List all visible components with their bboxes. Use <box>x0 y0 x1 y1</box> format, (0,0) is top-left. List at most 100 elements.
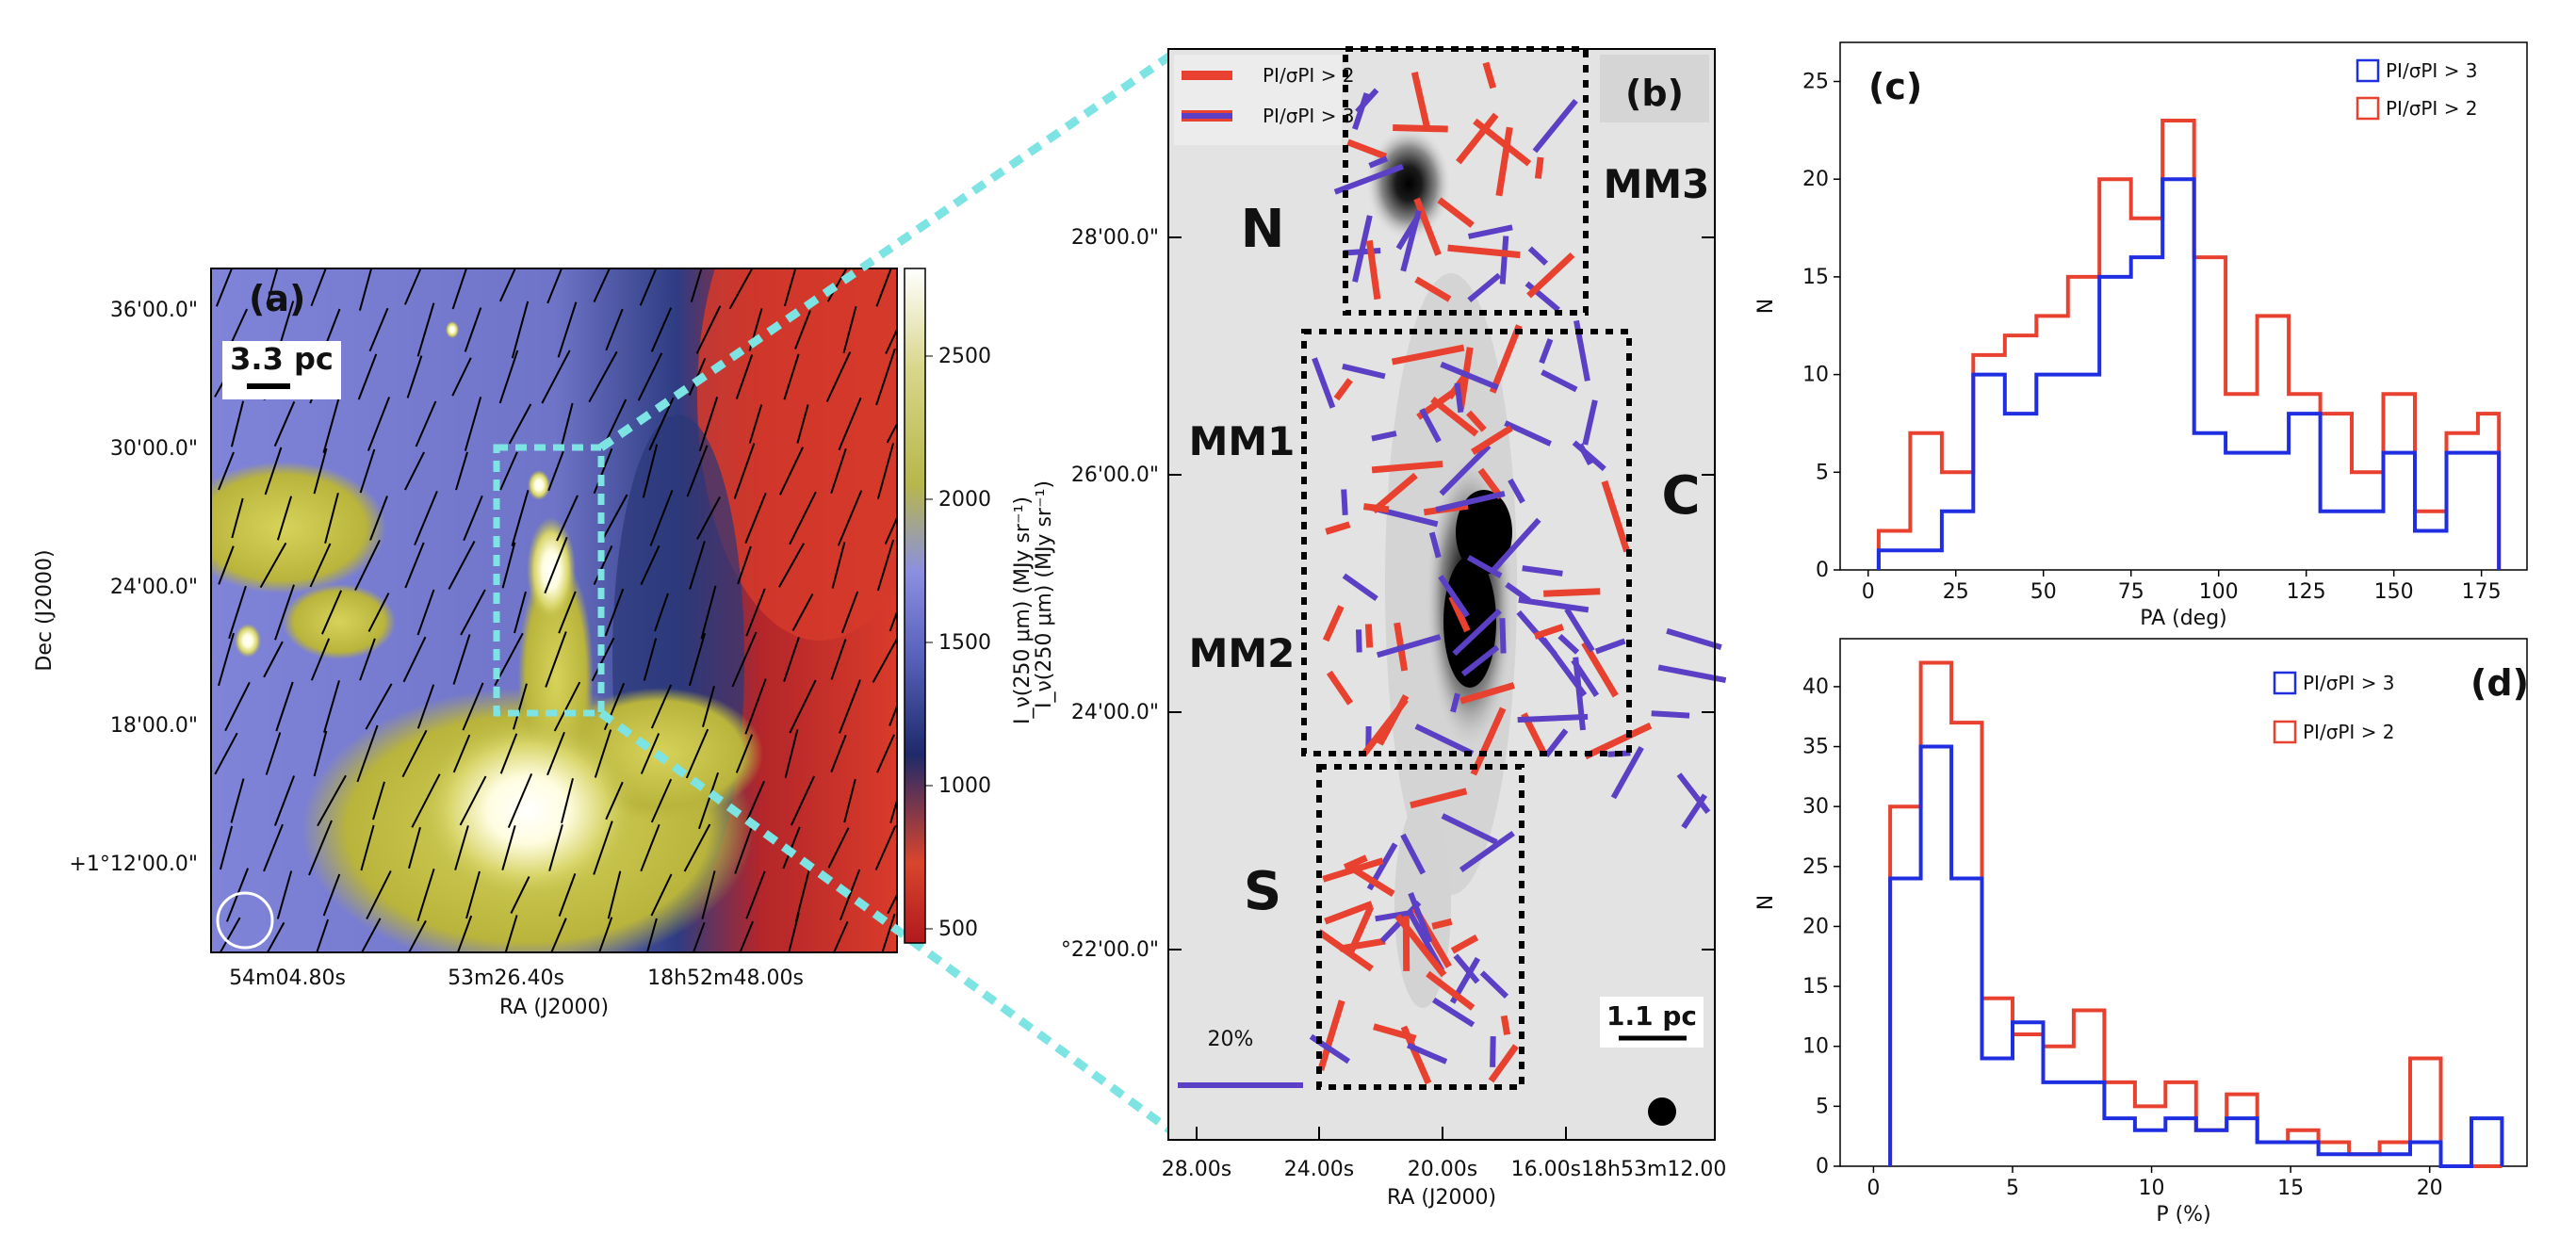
vector-snr3 <box>1440 361 1499 391</box>
polarization-vector <box>310 638 331 681</box>
region-label-N: N <box>1241 199 1285 260</box>
polarization-vector <box>259 542 287 589</box>
panel-b-legend <box>1174 55 1342 145</box>
region-label-S: S <box>1244 861 1281 922</box>
polarization-vector <box>463 495 483 542</box>
vector-snr3 <box>1459 830 1515 873</box>
vector-snr3 <box>1454 382 1464 414</box>
vector-snr2 <box>1543 588 1601 597</box>
polarization-vector <box>414 491 438 545</box>
vector-snr2 <box>1364 624 1374 648</box>
vector-scale-label: 20% <box>1208 1028 1254 1051</box>
x-axis-label: PA (deg) <box>2140 607 2227 630</box>
polarization-vector <box>876 443 895 499</box>
vector-snr2 <box>1448 594 1471 633</box>
polarization-vector <box>556 495 579 542</box>
vector-snr2 <box>1349 865 1395 897</box>
legend-label: PI/σPI > 3 <box>1263 105 1355 127</box>
polarization-vector <box>369 496 388 541</box>
vector-snr3 <box>1441 813 1498 845</box>
vector-snr3 <box>1543 728 1569 758</box>
vector-snr2 <box>1414 276 1452 302</box>
polarization-vector <box>273 400 296 447</box>
vector-snr2 <box>1430 397 1479 437</box>
polarization-vector <box>640 544 660 586</box>
polarization-vector <box>546 731 565 776</box>
panel-a-map <box>211 268 897 952</box>
colorbar-tick: 1500 <box>938 631 991 655</box>
y-tick-label: 30 <box>1802 795 1829 819</box>
polarization-vector <box>837 490 863 546</box>
polarization-vector <box>359 448 376 494</box>
dec-tick: 26'00.0" <box>1071 463 1159 487</box>
polarization-vector <box>372 781 385 821</box>
panel-b-xlabel: RA (J2000) <box>1387 1186 1496 1210</box>
polarization-vector <box>557 301 578 358</box>
polarization-vector <box>593 821 613 875</box>
polarization-vector <box>230 778 245 823</box>
region-label-C: C <box>1661 465 1700 527</box>
panel-b-ticks <box>1168 236 1715 1140</box>
polarization-vector <box>416 589 435 636</box>
dec-tick: 30'00.0" <box>110 437 198 461</box>
x-tick-label: 150 <box>2374 580 2414 604</box>
panel-b-scalebar-label: 1.1 pc <box>1606 1000 1697 1032</box>
vector-snr2 <box>1400 1025 1432 1085</box>
polarization-vector <box>645 918 658 952</box>
polarization-vector <box>408 826 421 869</box>
polarization-vector <box>838 397 862 451</box>
polarization-vector <box>649 490 674 546</box>
y-tick-label: 0 <box>1816 1155 1829 1178</box>
polarization-vector <box>545 631 567 688</box>
colorbar-tick: 2500 <box>938 345 991 368</box>
polarization-vector <box>514 591 527 634</box>
y-tick-label: 10 <box>1802 1035 1829 1059</box>
polarization-vector <box>415 400 437 447</box>
polarization-vector <box>607 870 622 919</box>
vector-snr2 <box>1450 934 1479 954</box>
y-axis-label: N <box>1754 299 1778 314</box>
y-tick-label: 35 <box>1802 736 1829 759</box>
vector-snr3 <box>1460 644 1500 676</box>
polarization-vector <box>640 733 660 774</box>
polarization-vector <box>504 915 518 952</box>
vector-snr3 <box>1467 224 1513 239</box>
vector-snr2 <box>1533 624 1565 640</box>
polarization-vector <box>266 921 285 952</box>
polarization-vector <box>875 348 896 406</box>
polarization-vector <box>416 869 435 921</box>
polarization-vector <box>689 541 706 590</box>
region-box-N <box>1343 46 1589 316</box>
vector-snr2 <box>1325 521 1351 535</box>
vector-snr3 <box>1522 565 1563 577</box>
panel-a-beam <box>216 891 274 950</box>
ra-tick: 24.00s <box>1284 1158 1354 1181</box>
polarization-vector <box>402 636 427 683</box>
polarization-vector <box>403 268 422 305</box>
polarization-vector <box>884 515 897 544</box>
panel-a-ra-ticks: 54m04.80s 53m26.40s 18h52m48.00s <box>229 967 804 990</box>
polarization-vector <box>454 825 469 870</box>
vector-snr3 <box>1541 369 1578 393</box>
x-tick-label: 10 <box>2139 1177 2165 1200</box>
polarization-vector <box>702 686 715 727</box>
polarization-vector <box>218 632 235 687</box>
polarization-vector <box>322 873 341 917</box>
panel-b-label: (b) <box>1625 73 1684 114</box>
vector-snr3 <box>1564 608 1595 653</box>
region-box-S <box>1316 764 1524 1090</box>
polarization-vector <box>411 773 441 828</box>
polarization-vector <box>359 638 376 681</box>
polarization-vector <box>686 445 709 497</box>
vector-snr3 <box>1375 910 1410 922</box>
polarization-vector <box>843 778 856 823</box>
polarization-vector <box>313 730 328 777</box>
polarization-vector <box>830 447 847 495</box>
polarization-vector <box>889 609 897 632</box>
ra-tick: 54m04.80s <box>229 967 346 990</box>
polarization-vector <box>876 734 895 773</box>
polarization-vector <box>276 496 293 541</box>
polarization-vector <box>733 443 756 499</box>
polarization-vector <box>796 404 809 444</box>
polarization-vector <box>308 820 333 876</box>
